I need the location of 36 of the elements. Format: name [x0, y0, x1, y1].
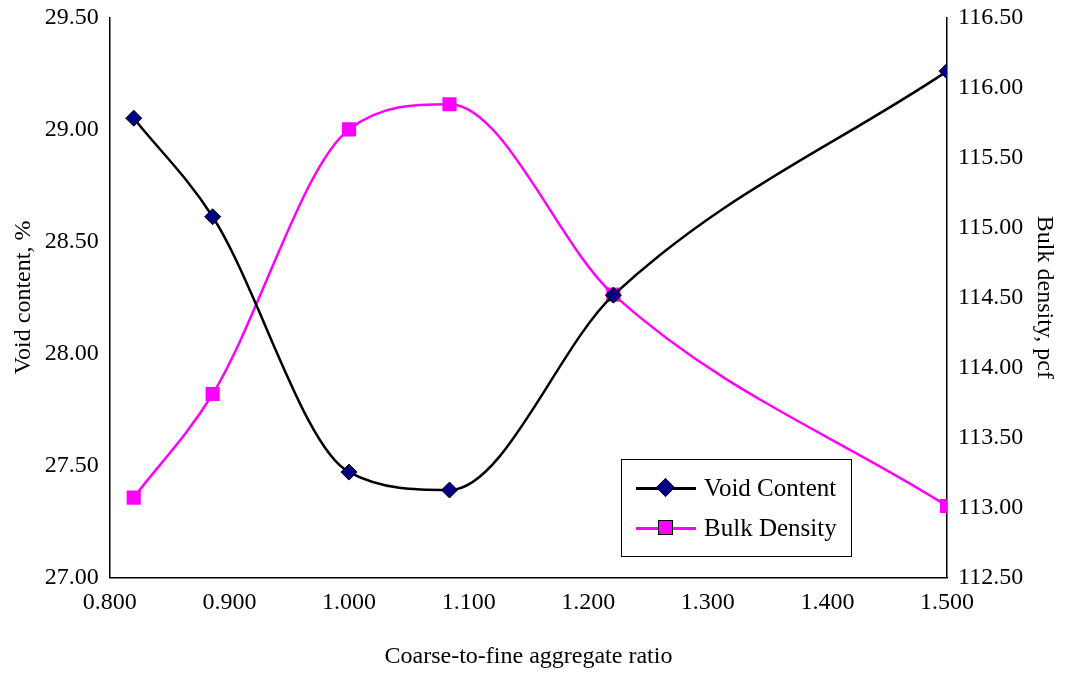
y2-tick-label: 113.50: [958, 422, 1024, 449]
x-tick-label: 1.200: [561, 588, 616, 615]
y2-tick-label: 115.50: [958, 142, 1024, 169]
point: [441, 481, 458, 499]
point: [205, 386, 220, 402]
y2-tick-label: 115.00: [958, 212, 1024, 239]
y-tick-label: 28.50: [44, 226, 99, 253]
y2-tick-label: 113.00: [958, 492, 1024, 519]
y-tick-label: 29.50: [44, 2, 99, 29]
x-tick-label: 0.900: [202, 588, 257, 615]
y2-tick-label: 116.00: [958, 72, 1024, 99]
legend-label: Void Content: [704, 474, 837, 503]
x-axis-title: Coarse-to-fine aggregate ratio: [384, 641, 673, 668]
y-tick-label: 28.00: [44, 338, 99, 365]
y2-axis-title: Bulk density, pcf: [1033, 215, 1060, 379]
point: [204, 208, 222, 226]
y2-tick-label: 114.00: [958, 352, 1024, 379]
y2-tick-label: 116.50: [958, 2, 1024, 29]
x-tick-label: 1.300: [680, 588, 735, 615]
x-tick-label: 1.100: [441, 588, 496, 615]
point: [442, 97, 457, 112]
x-tick-label: 1.500: [920, 588, 975, 615]
point: [340, 463, 358, 481]
x-tick-label: 1.000: [322, 588, 377, 615]
y2-tick-label: 114.50: [958, 282, 1024, 309]
y-tick-label: 27.50: [44, 450, 99, 477]
x-tick-label: 1.400: [800, 588, 855, 615]
y-axis-title: Void content, %: [8, 220, 35, 375]
point: [341, 122, 357, 137]
y-tick-label: 29.00: [44, 114, 99, 141]
y-tick-label: 27.00: [44, 562, 99, 589]
y2-tick-label: 112.50: [958, 562, 1024, 589]
x-tick-label: 0.800: [82, 588, 137, 615]
point: [125, 109, 143, 127]
point: [126, 490, 141, 505]
legend-label: Bulk Density: [704, 514, 837, 543]
